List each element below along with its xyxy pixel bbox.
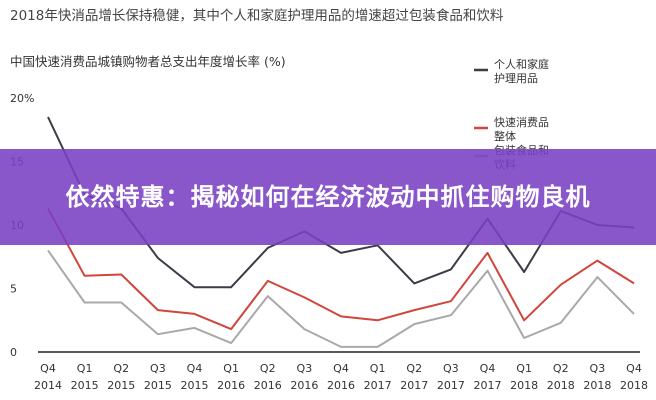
x-tick-label-quarter: Q2 bbox=[260, 362, 276, 375]
x-tick-label-quarter: Q4 bbox=[40, 362, 56, 375]
x-tick-label-year: 2017 bbox=[364, 379, 392, 392]
x-tick-label-quarter: Q2 bbox=[406, 362, 422, 375]
x-tick-label-year: 2018 bbox=[547, 379, 575, 392]
x-tick-label-quarter: Q2 bbox=[113, 362, 129, 375]
x-tick-label-year: 2018 bbox=[620, 379, 648, 392]
x-tick-label-quarter: Q2 bbox=[553, 362, 569, 375]
chart-title: 中国快速消费品城镇购物者总支出年度增长率 (%) bbox=[10, 54, 286, 69]
y-tick-label: 0 bbox=[10, 346, 17, 359]
legend-label: 个人和家庭 bbox=[494, 57, 549, 71]
x-tick-label-year: 2015 bbox=[71, 379, 99, 392]
y-tick-label: 20% bbox=[10, 92, 34, 105]
x-tick-label-year: 2017 bbox=[474, 379, 502, 392]
x-tick-label-year: 2017 bbox=[400, 379, 428, 392]
x-tick-label-year: 2015 bbox=[107, 379, 135, 392]
x-tick-label-year: 2015 bbox=[181, 379, 209, 392]
x-tick-label-year: 2017 bbox=[437, 379, 465, 392]
x-tick-label-quarter: Q3 bbox=[297, 362, 313, 375]
legend-label: 整体 bbox=[494, 129, 516, 143]
x-tick-label-quarter: Q1 bbox=[77, 362, 93, 375]
x-tick-label-year: 2018 bbox=[583, 379, 611, 392]
x-tick-label-year: 2015 bbox=[144, 379, 172, 392]
series-line bbox=[47, 208, 635, 331]
y-tick-label: 5 bbox=[10, 283, 17, 296]
x-tick-label-year: 2014 bbox=[34, 379, 62, 392]
x-tick-label-year: 2016 bbox=[327, 379, 355, 392]
x-tick-label-quarter: Q1 bbox=[370, 362, 386, 375]
banner-text: 依然特惠：揭秘如何在经济波动中抓住购物良机 bbox=[65, 183, 591, 211]
x-tick-label-quarter: Q4 bbox=[480, 362, 496, 375]
x-tick-label-quarter: Q4 bbox=[333, 362, 349, 375]
legend-label: 快速消费品 bbox=[494, 115, 549, 129]
x-tick-label-quarter: Q1 bbox=[516, 362, 532, 375]
x-tick-label-quarter: Q4 bbox=[187, 362, 203, 375]
x-tick-label-year: 2018 bbox=[510, 379, 538, 392]
x-tick-label-year: 2016 bbox=[217, 379, 245, 392]
x-tick-label-quarter: Q3 bbox=[590, 362, 606, 375]
series-line bbox=[47, 249, 635, 348]
legend-label: 护理用品 bbox=[494, 71, 538, 85]
x-tick-label-quarter: Q3 bbox=[150, 362, 166, 375]
x-tick-label-quarter: Q1 bbox=[223, 362, 239, 375]
x-tick-label-year: 2016 bbox=[290, 379, 318, 392]
promo-banner: 依然特惠：揭秘如何在经济波动中抓住购物良机 bbox=[0, 149, 656, 245]
x-tick-label-quarter: Q4 bbox=[626, 362, 642, 375]
headline: 2018年快消品增长保持稳健，其中个人和家庭护理用品的增速超过包装食品和饮料 bbox=[10, 7, 504, 24]
x-tick-label-quarter: Q3 bbox=[443, 362, 459, 375]
x-tick-label-year: 2016 bbox=[254, 379, 282, 392]
